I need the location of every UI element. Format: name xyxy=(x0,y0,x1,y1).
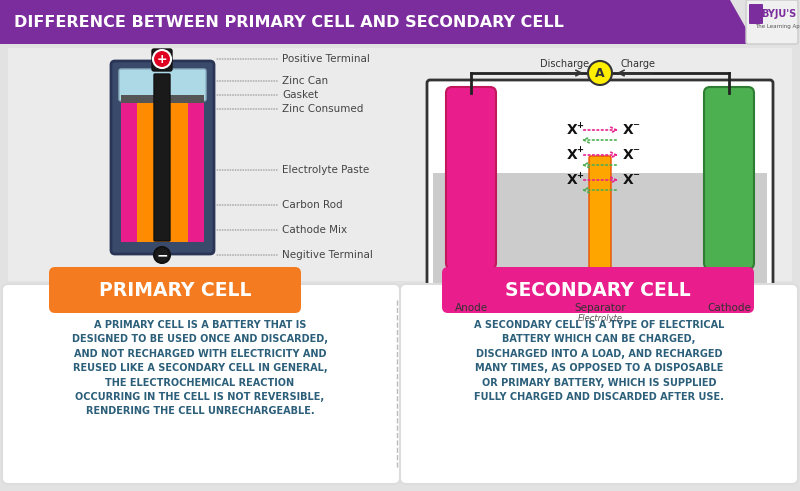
Text: Zinc Can: Zinc Can xyxy=(282,76,328,86)
Polygon shape xyxy=(121,103,137,242)
Text: Cathode Mix: Cathode Mix xyxy=(282,225,347,235)
Polygon shape xyxy=(188,103,204,242)
Text: −: − xyxy=(633,170,639,180)
Text: −: − xyxy=(633,145,639,155)
FancyBboxPatch shape xyxy=(49,267,301,313)
FancyBboxPatch shape xyxy=(400,284,798,484)
Text: Separator: Separator xyxy=(574,303,626,313)
Text: SECONDARY CELL: SECONDARY CELL xyxy=(505,280,691,300)
Text: PRIMARY CELL: PRIMARY CELL xyxy=(98,280,251,300)
Text: Electrolyte: Electrolyte xyxy=(578,314,622,323)
Text: −: − xyxy=(633,120,639,130)
FancyBboxPatch shape xyxy=(119,69,206,101)
Text: X: X xyxy=(622,148,634,162)
Polygon shape xyxy=(137,103,188,242)
FancyBboxPatch shape xyxy=(746,0,798,44)
FancyBboxPatch shape xyxy=(433,173,767,295)
FancyBboxPatch shape xyxy=(2,284,400,484)
Text: The Learning App: The Learning App xyxy=(755,24,800,28)
FancyBboxPatch shape xyxy=(442,267,754,313)
Text: X: X xyxy=(622,173,634,187)
Text: A: A xyxy=(595,66,605,80)
Text: −: − xyxy=(156,248,168,262)
Text: Discharge: Discharge xyxy=(541,59,590,69)
Text: A SECONDARY CELL IS A TYPE OF ELECTRICAL
BATTERY WHICH CAN BE CHARGED,
DISCHARGE: A SECONDARY CELL IS A TYPE OF ELECTRICAL… xyxy=(474,320,724,402)
Circle shape xyxy=(154,247,170,263)
Polygon shape xyxy=(0,0,755,44)
Text: Negitive Terminal: Negitive Terminal xyxy=(282,250,373,260)
FancyBboxPatch shape xyxy=(704,87,754,269)
Text: Gasket: Gasket xyxy=(282,90,318,100)
Text: X: X xyxy=(566,123,578,137)
Text: X: X xyxy=(622,123,634,137)
Text: Positive Terminal: Positive Terminal xyxy=(282,54,370,64)
Text: +: + xyxy=(577,145,583,155)
Text: X: X xyxy=(566,148,578,162)
Circle shape xyxy=(153,50,171,68)
Circle shape xyxy=(588,61,612,85)
Text: +: + xyxy=(157,53,167,65)
Text: DIFFERENCE BETWEEN PRIMARY CELL AND SECONDARY CELL: DIFFERENCE BETWEEN PRIMARY CELL AND SECO… xyxy=(14,15,564,29)
Text: Anode: Anode xyxy=(454,303,487,313)
Polygon shape xyxy=(121,95,204,103)
FancyBboxPatch shape xyxy=(111,61,214,254)
Text: Cathode: Cathode xyxy=(707,303,751,313)
FancyBboxPatch shape xyxy=(749,4,763,24)
Text: +: + xyxy=(577,170,583,180)
Text: A PRIMARY CELL IS A BATTERY THAT IS
DESIGNED TO BE USED ONCE AND DISCARDED,
AND : A PRIMARY CELL IS A BATTERY THAT IS DESI… xyxy=(72,320,328,416)
FancyBboxPatch shape xyxy=(427,80,773,296)
FancyBboxPatch shape xyxy=(152,49,172,71)
Text: Electrolyte Paste: Electrolyte Paste xyxy=(282,165,370,175)
Text: +: + xyxy=(577,120,583,130)
FancyBboxPatch shape xyxy=(154,74,170,241)
FancyBboxPatch shape xyxy=(8,48,792,281)
Text: Zinc Consumed: Zinc Consumed xyxy=(282,104,363,114)
FancyBboxPatch shape xyxy=(589,156,611,290)
Text: Charge: Charge xyxy=(621,59,655,69)
Text: BYJU'S: BYJU'S xyxy=(762,9,797,19)
Text: X: X xyxy=(566,173,578,187)
FancyBboxPatch shape xyxy=(446,87,496,269)
Text: Carbon Rod: Carbon Rod xyxy=(282,200,342,210)
